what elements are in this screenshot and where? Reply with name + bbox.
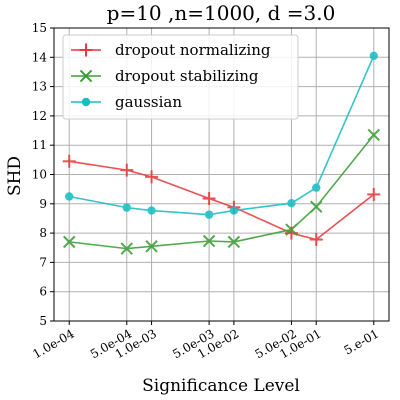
x-tick-label: 1.0e-04 (30, 326, 77, 361)
series-dropout-stabilizing (62, 128, 381, 255)
data-point (204, 210, 214, 219)
legend: dropout normalizing dropout stabilizing ga… (62, 34, 299, 120)
x-axis-ticks: 1.0e-04 5.0e-041.0e-03 5.0e-031.0e-02 5.0e-… (30, 321, 381, 361)
legend-label: dropout stabilizing (115, 67, 259, 85)
series-gaussian (65, 51, 378, 219)
data-point (145, 170, 159, 184)
legend-entry: dropout normalizing (71, 41, 271, 59)
legend-entry: gaussian (71, 93, 182, 111)
marker-circle (81, 97, 91, 107)
data-point (285, 223, 298, 236)
legend-label: dropout normalizing (115, 41, 271, 59)
data-point (229, 206, 239, 215)
y-tick-label: 6 (39, 285, 47, 299)
series-layer (62, 51, 381, 255)
marker-x (79, 69, 93, 83)
data-point (120, 163, 134, 177)
y-tick-label: 7 (39, 255, 47, 269)
data-point (312, 183, 321, 192)
x-tick-label: 5.e-01 (341, 326, 381, 357)
data-point (309, 233, 323, 247)
data-point (65, 192, 74, 201)
y-tick-label: 10 (32, 168, 47, 182)
data-point (369, 51, 378, 61)
y-tick-label: 13 (32, 80, 47, 94)
y-tick-label: 14 (32, 50, 48, 64)
data-point (367, 128, 381, 142)
marker-plus (79, 43, 93, 57)
data-point (62, 154, 76, 168)
legend-label: gaussian (115, 93, 182, 111)
series-line (69, 134, 375, 250)
data-point (122, 203, 131, 212)
chart-title: p=10 ,n=1000, d =3.0 (107, 1, 336, 25)
series-dropout-normalizing (62, 154, 381, 247)
data-point (120, 242, 134, 255)
data-point (62, 235, 76, 249)
y-tick-label: 15 (32, 21, 47, 35)
y-tick-label: 5 (39, 314, 47, 328)
data-point (202, 234, 216, 248)
data-point (287, 199, 296, 208)
y-axis-ticks: 5 6 7 8 9 10 11 12 13 14 15 (32, 21, 54, 328)
y-tick-label: 8 (39, 226, 47, 240)
data-point (145, 240, 158, 253)
data-point (309, 200, 323, 213)
data-point (147, 206, 156, 215)
data-point (202, 192, 216, 206)
series-line (69, 160, 375, 241)
legend-box (62, 34, 299, 120)
x-axis-label: Significance Level (142, 376, 300, 396)
y-tick-label: 9 (39, 197, 47, 211)
y-tick-label: 11 (32, 138, 47, 152)
legend-entry: dropout stabilizing (71, 67, 259, 85)
y-tick-label: 12 (32, 109, 47, 123)
data-point (367, 187, 381, 201)
y-axis-label: SHD (5, 156, 25, 196)
data-point (227, 235, 241, 249)
